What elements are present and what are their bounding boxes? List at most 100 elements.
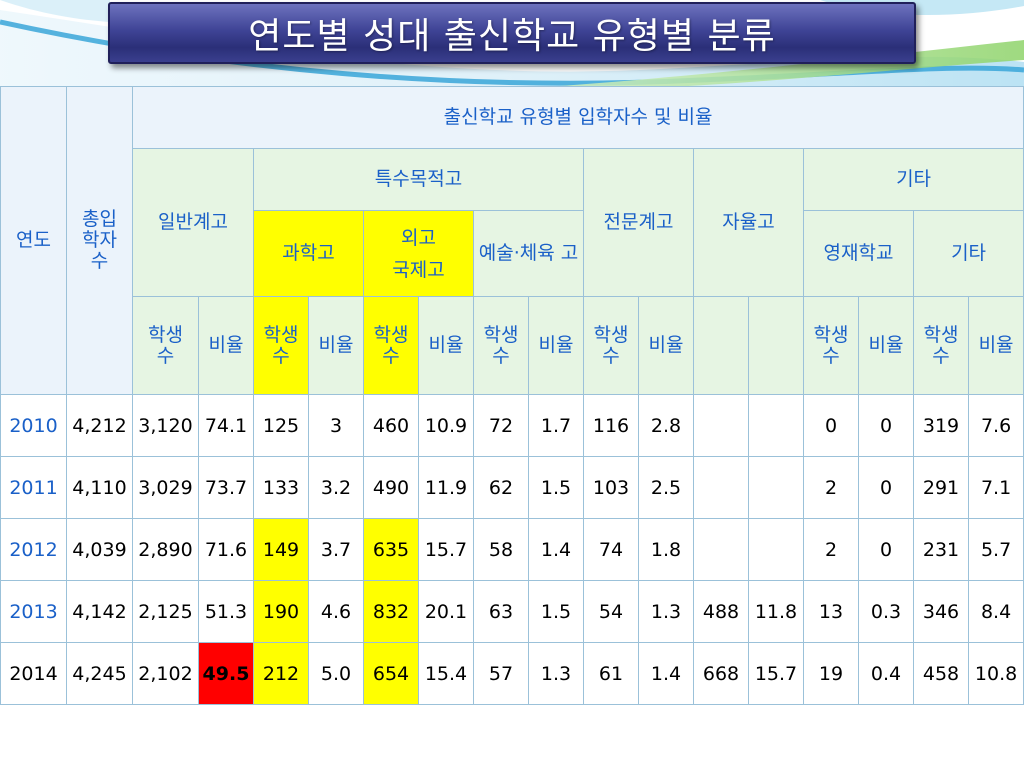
other-header: 기타 [912, 210, 1024, 297]
table-row: 2012 4,039 2,890 71.6 149 3.7 635 15.7 5… [0, 518, 1024, 581]
foreign-ratio-header: 비율 [418, 296, 474, 395]
autonomous-students-cell: 488 [693, 580, 749, 643]
gifted-students-cell: 2 [803, 518, 859, 581]
other-students-label: 학생 수 [923, 323, 959, 367]
other-students-cell: 458 [913, 642, 969, 705]
header-row-1: 연도 총입 학자 수 출신학교 유형별 입학자수 및 비율 [0, 86, 1024, 395]
autonomous-students-cell: 668 [693, 642, 749, 705]
autonomous-students-cell [693, 394, 749, 457]
year-header: 연도 [0, 86, 67, 395]
science-ratio-cell: 3 [308, 394, 364, 457]
vocational-students-cell: 74 [583, 518, 639, 581]
general-students-header: 학생 수 [132, 296, 199, 395]
table-row: 2014 4,245 2,102 49.5 212 5.0 654 15.4 5… [0, 642, 1024, 705]
arts-ratio-cell: 1.7 [528, 394, 584, 457]
general-students-cell: 3,029 [132, 456, 199, 519]
header-row-2: 일반계고 특수목적고 전문계고 자율고 기타 [1, 148, 1024, 297]
foreign-students-cell: 490 [363, 456, 419, 519]
vocational-ratio-cell: 2.5 [638, 456, 694, 519]
science-ratio-cell: 5.0 [308, 642, 364, 705]
science-ratio-cell: 4.6 [308, 580, 364, 643]
year-cell: 2014 [0, 642, 67, 705]
other-students-cell: 231 [913, 518, 969, 581]
science-students-label: 학생 수 [263, 323, 299, 367]
vocational-students-cell: 61 [583, 642, 639, 705]
autonomous-header: 자율고 [693, 148, 804, 297]
gifted-students-cell: 0 [803, 394, 859, 457]
arts-ratio-cell: 1.5 [528, 580, 584, 643]
autonomous-ratio-cell [748, 518, 804, 581]
foreign-students-header: 학생 수 [363, 296, 419, 395]
gifted-students-cell: 2 [803, 456, 859, 519]
foreign-ratio-cell: 11.9 [418, 456, 474, 519]
other-group-header: 기타 [802, 148, 1024, 211]
science-ratio-cell: 3.7 [308, 518, 364, 581]
table-row: 2013 4,142 2,125 51.3 190 4.6 832 20.1 6… [0, 580, 1024, 643]
science-ratio-header: 비율 [308, 296, 364, 395]
year-cell: 2010 [0, 394, 67, 457]
general-ratio-cell: 71.6 [198, 518, 254, 581]
other-students-cell: 319 [913, 394, 969, 457]
vocational-students-label: 학생 수 [593, 323, 629, 367]
other-ratio-cell: 7.6 [967, 394, 1024, 457]
total-cell: 4,039 [66, 518, 133, 581]
foreign-students-cell: 460 [363, 394, 419, 457]
gifted-students-cell: 13 [803, 580, 859, 643]
gifted-ratio-cell: 0.4 [858, 642, 914, 705]
year-cell: 2012 [0, 518, 67, 581]
foreign-ratio-cell: 20.1 [418, 580, 474, 643]
admission-table: 연도 총입 학자 수 출신학교 유형별 입학자수 및 비율 일반계고 특수목적고… [0, 86, 1024, 705]
header-row-3: 과학고 외고 국제고 예술·체육 고 영재학교 기타 [1, 210, 1024, 297]
total-header-label: 총입 학자 수 [82, 208, 117, 272]
arts-students-header: 학생 수 [473, 296, 529, 395]
gifted-students-header: 학생 수 [803, 296, 859, 395]
arts-students-cell: 63 [473, 580, 529, 643]
autonomous-students-cell [693, 518, 749, 581]
gifted-header: 영재학교 [803, 210, 914, 297]
total-cell: 4,142 [66, 580, 133, 643]
vocational-students-cell: 103 [583, 456, 639, 519]
gifted-students-cell: 19 [803, 642, 859, 705]
header-row-4: 학생 수 비율 학생 수 비율 학생 수 비율 학생 수 비율 학생 수 비율 … [1, 296, 1024, 395]
vocational-ratio-cell: 2.8 [638, 394, 694, 457]
autonomous-ratio-header [748, 296, 804, 395]
other-ratio-cell: 7.1 [967, 456, 1024, 519]
gifted-ratio-header: 비율 [858, 296, 914, 395]
table-row: 2011 4,110 3,029 73.7 133 3.2 490 11.9 6… [0, 456, 1024, 519]
autonomous-ratio-cell: 11.8 [748, 580, 804, 643]
autonomous-students-header [693, 296, 749, 395]
science-students-cell: 133 [253, 456, 309, 519]
general-ratio-cell: 73.7 [198, 456, 254, 519]
foreign-header: 외고 국제고 [363, 210, 474, 297]
foreign-header-line1: 외고 [401, 226, 436, 249]
arts-students-cell: 72 [473, 394, 529, 457]
foreign-students-cell: 832 [363, 580, 419, 643]
gifted-ratio-cell: 0.3 [858, 580, 914, 643]
foreign-header-line2: 국제고 [392, 258, 445, 281]
science-students-cell: 125 [253, 394, 309, 457]
other-ratio-cell: 8.4 [967, 580, 1024, 643]
autonomous-ratio-cell [748, 394, 804, 457]
year-cell: 2011 [0, 456, 67, 519]
other-students-cell: 346 [913, 580, 969, 643]
gifted-ratio-cell: 0 [858, 518, 914, 581]
page-title: 연도별 성대 출신학교 유형별 분류 [248, 16, 776, 57]
group-header: 출신학교 유형별 입학자수 및 비율 [131, 86, 1024, 149]
arts-students-cell: 58 [473, 518, 529, 581]
foreign-students-label: 학생 수 [373, 323, 409, 367]
foreign-ratio-cell: 15.7 [418, 518, 474, 581]
vocational-students-cell: 116 [583, 394, 639, 457]
other-students-header: 학생 수 [913, 296, 969, 395]
general-ratio-cell: 74.1 [198, 394, 254, 457]
general-students-cell: 2,102 [132, 642, 199, 705]
year-cell: 2013 [0, 580, 67, 643]
other-ratio-cell: 10.8 [967, 642, 1024, 705]
autonomous-students-cell [693, 456, 749, 519]
total-cell: 4,212 [66, 394, 133, 457]
arts-ratio-cell: 1.4 [528, 518, 584, 581]
title-banner: 연도별 성대 출신학교 유형별 분류 [108, 2, 916, 64]
science-header: 과학고 [253, 210, 364, 297]
vocational-ratio-cell: 1.4 [638, 642, 694, 705]
arts-ratio-cell: 1.3 [528, 642, 584, 705]
general-ratio-cell: 51.3 [198, 580, 254, 643]
